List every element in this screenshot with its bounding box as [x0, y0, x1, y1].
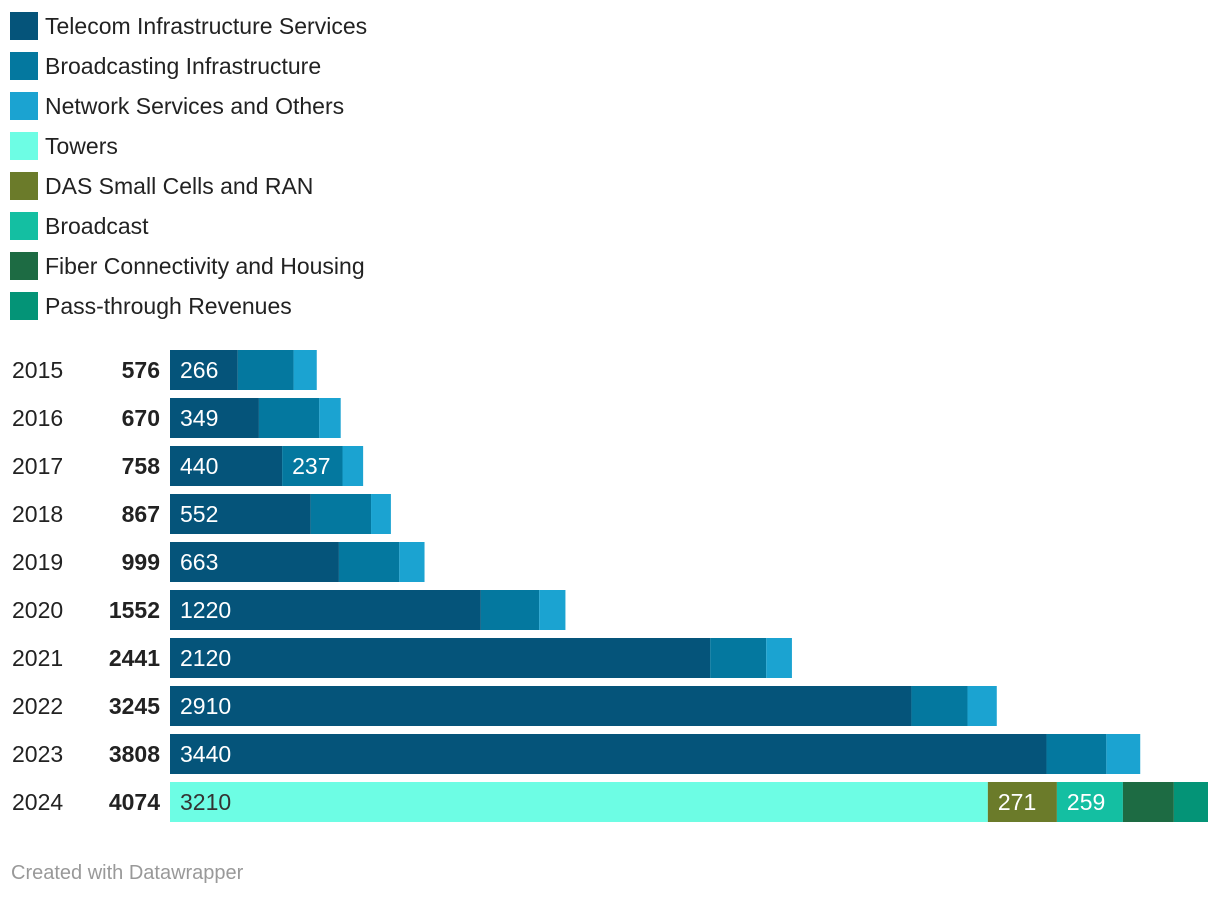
year-label: 2021 — [12, 645, 63, 671]
total-label: 576 — [122, 357, 160, 383]
year-label: 2016 — [12, 405, 63, 431]
bar-segment — [987, 782, 1057, 822]
bar-segment — [170, 494, 311, 534]
footer-credit: Created with Datawrapper — [11, 862, 244, 884]
bar-value-label: 440 — [180, 453, 218, 479]
year-label: 2020 — [12, 597, 63, 623]
year-label: 2023 — [12, 741, 63, 767]
legend-swatch — [10, 172, 38, 200]
total-label: 867 — [122, 501, 160, 527]
bar-segment — [170, 590, 481, 630]
total-label: 2441 — [109, 645, 160, 671]
total-label: 758 — [122, 453, 161, 479]
bar-segment — [1056, 782, 1123, 822]
legend-swatch — [10, 52, 38, 80]
bar-value-label: 266 — [180, 357, 218, 383]
bar-segment — [237, 350, 294, 390]
bar-segment — [170, 638, 711, 678]
legend-label: DAS Small Cells and RAN — [45, 172, 314, 199]
bar-segment — [170, 734, 1047, 774]
bar-segment — [967, 686, 997, 726]
legend-swatch — [10, 252, 38, 280]
legend-swatch — [10, 92, 38, 120]
legend-item: Broadcasting Infrastructure — [10, 46, 367, 86]
legend-label: Fiber Connectivity and Housing — [45, 252, 365, 279]
total-label: 670 — [122, 405, 160, 431]
bar-segment — [371, 494, 391, 534]
bar-value-label: 237 — [292, 453, 330, 479]
legend-swatch — [10, 212, 38, 240]
bar-value-label: 552 — [180, 501, 218, 527]
bar-segment — [293, 350, 317, 390]
year-label: 2015 — [12, 357, 63, 383]
legend-label: Broadcasting Infrastructure — [45, 52, 322, 79]
bar-value-label: 3210 — [180, 789, 231, 815]
bar-segment — [170, 542, 339, 582]
bar-segment — [539, 590, 566, 630]
total-label: 3808 — [109, 741, 160, 767]
legend-item: DAS Small Cells and RAN — [10, 166, 367, 206]
legend-swatch — [10, 12, 38, 40]
legend-item: Telecom Infrastructure Services — [10, 6, 367, 46]
bar-value-label: 349 — [180, 405, 218, 431]
bar-value-label: 3440 — [180, 741, 231, 767]
bar-value-label: 2910 — [180, 693, 231, 719]
year-label: 2018 — [12, 501, 63, 527]
bar-segment — [170, 350, 238, 390]
bar-segment — [342, 446, 364, 486]
bar-segment — [1173, 782, 1208, 822]
bar-segment — [319, 398, 341, 438]
total-label: 3245 — [109, 693, 160, 719]
bar-segment — [170, 782, 988, 822]
bar-value-label: 259 — [1067, 789, 1105, 815]
legend-label: Towers — [45, 132, 118, 159]
total-label: 4074 — [109, 789, 160, 815]
bar-segment — [1122, 782, 1174, 822]
year-label: 2024 — [12, 789, 63, 815]
legend-label: Broadcast — [45, 212, 149, 239]
legend-item: Pass-through Revenues — [10, 286, 367, 326]
bar-segment — [399, 542, 425, 582]
legend-item: Towers — [10, 126, 367, 166]
bar-segment — [170, 398, 259, 438]
bar-segment — [480, 590, 540, 630]
bar-segment — [310, 494, 372, 534]
year-label: 2022 — [12, 693, 63, 719]
bar-segment — [282, 446, 343, 486]
bar-segment — [766, 638, 792, 678]
legend-item: Broadcast — [10, 206, 367, 246]
total-label: 999 — [122, 549, 160, 575]
bar-segment — [258, 398, 320, 438]
legend-label: Telecom Infrastructure Services — [45, 12, 368, 39]
legend-label: Pass-through Revenues — [45, 292, 292, 319]
bar-value-label: 663 — [180, 549, 218, 575]
bar-segment — [911, 686, 968, 726]
bar-segment — [1106, 734, 1141, 774]
bar-value-label: 1220 — [180, 597, 231, 623]
year-label: 2019 — [12, 549, 63, 575]
bar-value-label: 2120 — [180, 645, 231, 671]
year-label: 2017 — [12, 453, 63, 479]
legend-swatch — [10, 132, 38, 160]
legend-swatch — [10, 292, 38, 320]
legend-item: Fiber Connectivity and Housing — [10, 246, 367, 286]
bar-chart: 2015 576 266 2016 670 349 2017 758 440 237 2018 867… — [12, 350, 1208, 822]
chart-legend: Telecom Infrastructure Services Broadcast… — [10, 10, 367, 326]
bar-segment — [710, 638, 767, 678]
bar-segment — [338, 542, 400, 582]
bar-value-label: 271 — [998, 789, 1036, 815]
total-label: 1552 — [109, 597, 160, 623]
bar-segment — [170, 446, 283, 486]
bar-segment — [1046, 734, 1107, 774]
legend-item: Network Services and Others — [10, 86, 367, 126]
legend-label: Network Services and Others — [45, 92, 345, 119]
bar-segment — [170, 686, 912, 726]
